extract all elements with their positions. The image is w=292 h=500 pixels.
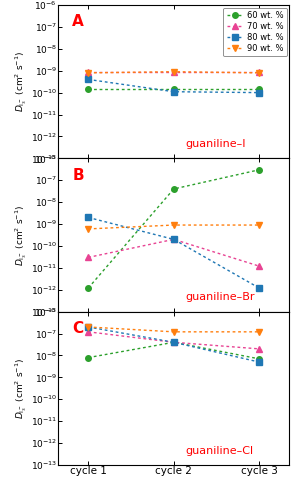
80 wt. %	[172, 88, 175, 94]
90 wt. %	[258, 70, 261, 76]
Text: guaniline–Cl: guaniline–Cl	[185, 446, 253, 456]
80 wt. %	[86, 76, 90, 82]
Text: guaniline–I: guaniline–I	[185, 139, 246, 149]
70 wt. %	[172, 68, 175, 74]
Line: 80 wt. %: 80 wt. %	[86, 76, 262, 96]
Line: 70 wt. %: 70 wt. %	[86, 69, 262, 74]
Y-axis label: $D_{\mathrm{I_3^-}}\ (\mathrm{cm^2\ s^{-1}})$: $D_{\mathrm{I_3^-}}\ (\mathrm{cm^2\ s^{-…	[13, 51, 29, 112]
Legend: 60 wt. %, 70 wt. %, 80 wt. %, 90 wt. %: 60 wt. %, 70 wt. %, 80 wt. %, 90 wt. %	[223, 8, 286, 56]
Y-axis label: $D_{\mathrm{I_3^-}}\ (\mathrm{cm^2\ s^{-1}})$: $D_{\mathrm{I_3^-}}\ (\mathrm{cm^2\ s^{-…	[13, 358, 29, 419]
Text: C: C	[72, 321, 83, 336]
Text: guaniline–Br: guaniline–Br	[185, 292, 255, 302]
Line: 60 wt. %: 60 wt. %	[86, 86, 262, 92]
Y-axis label: $D_{\mathrm{I_3^-}}\ (\mathrm{cm^2\ s^{-1}})$: $D_{\mathrm{I_3^-}}\ (\mathrm{cm^2\ s^{-…	[13, 204, 29, 266]
Line: 90 wt. %: 90 wt. %	[86, 69, 262, 75]
70 wt. %	[258, 68, 261, 74]
60 wt. %	[172, 86, 175, 92]
60 wt. %	[258, 86, 261, 92]
70 wt. %	[86, 68, 90, 74]
80 wt. %	[258, 90, 261, 96]
Text: A: A	[72, 14, 84, 29]
90 wt. %	[172, 68, 175, 74]
60 wt. %	[86, 86, 90, 92]
Text: B: B	[72, 168, 84, 182]
90 wt. %	[86, 70, 90, 76]
